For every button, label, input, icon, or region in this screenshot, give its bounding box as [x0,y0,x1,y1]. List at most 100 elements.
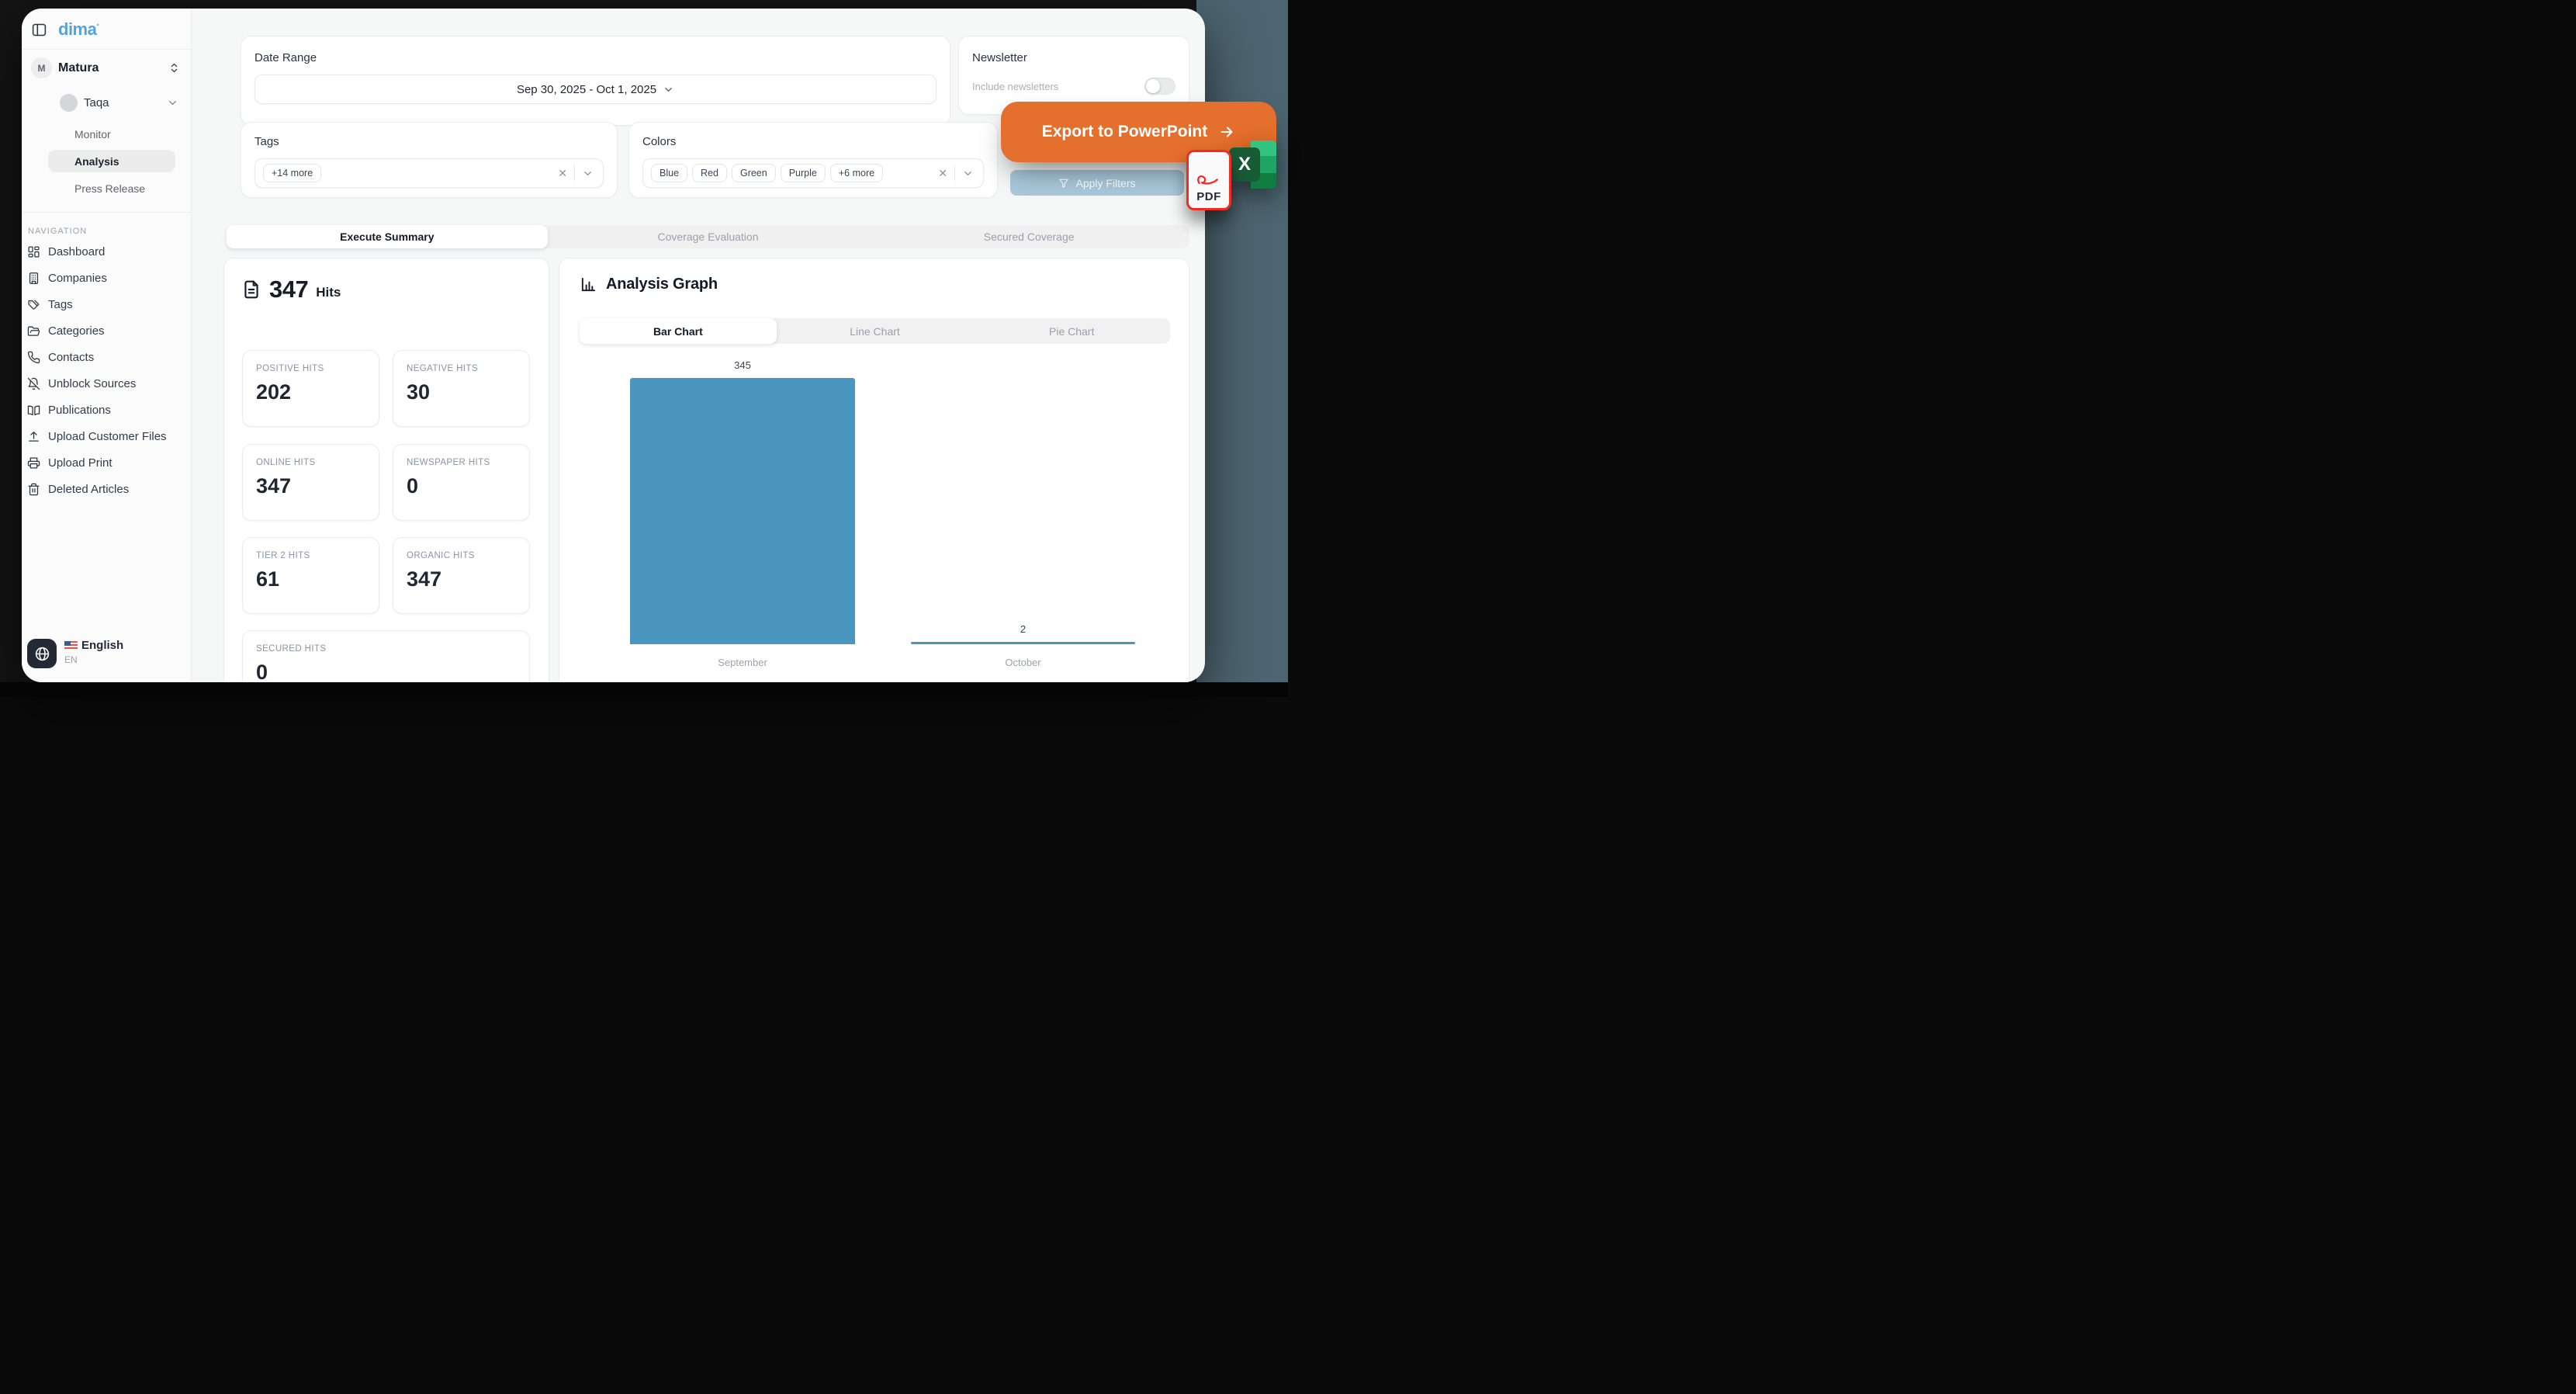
project-avatar [60,94,78,112]
date-range-card: Date Range Sep 30, 2025 - Oct 1, 2025 [241,36,950,126]
x-axis-label-september: September [718,657,767,668]
tags-label: Tags [254,135,279,148]
chevron-down-icon[interactable] [955,168,975,179]
colors-filter-card: Colors Blue Red Green Purple +6 more ✕ [628,122,998,198]
select-divider [574,165,575,181]
sidebar-item-companies[interactable]: Companies [27,272,186,285]
bell-off-icon [27,377,40,390]
sidebar-item-deleted-articles[interactable]: Deleted Articles [27,483,186,496]
stat-value: 30 [407,380,431,404]
stat-value: 0 [256,661,268,682]
color-chip: Purple [780,164,826,182]
nav-label: Dashboard [48,245,106,258]
clear-icon[interactable]: ✕ [558,166,567,179]
section-tabs: Execute Summary Coverage Evaluation Secu… [227,225,1189,248]
select-divider [954,165,955,181]
bar-value-october: 2 [1020,623,1027,635]
trash-icon [27,483,40,496]
sidebar-toggle-icon[interactable] [31,22,47,38]
nav-label: Deleted Articles [48,483,130,496]
toggle-knob [1146,79,1160,93]
folder-open-icon [27,324,40,338]
book-open-icon [27,404,40,417]
bar-chart-icon [580,276,597,293]
workspace-name: Matura [58,61,99,75]
arrow-right-icon [1218,123,1235,140]
language-switcher[interactable]: English EN [22,631,191,682]
colors-label: Colors [642,135,677,148]
clear-icon[interactable]: ✕ [938,166,947,179]
analysis-graph-panel: Analysis Graph Bar Chart Line Chart Pie … [559,258,1189,682]
pdf-file-icon[interactable]: PDF [1186,150,1231,210]
nav-label: Companies [48,272,107,285]
sidebar-item-tags[interactable]: Tags [27,298,186,311]
chevron-down-icon[interactable] [575,168,595,179]
workspace-switcher[interactable]: M Matura [28,57,185,78]
tab-execute-summary[interactable]: Execute Summary [227,225,548,248]
graph-title: Analysis Graph [606,276,718,293]
logo-mark: ° [96,22,99,30]
hits-panel: 347 Hits POSITIVE HITS 202 NEGATIVE HITS… [223,258,549,682]
tab-secured-coverage[interactable]: Secured Coverage [983,231,1075,243]
project-name: Taqa [84,96,109,109]
sidebar-header: dima° [22,9,191,50]
sidebar-item-publications[interactable]: Publications [27,404,186,417]
sidebar-item-press-release[interactable]: Press Release [74,182,146,195]
tab-line-chart[interactable]: Line Chart [850,324,900,338]
chevrons-up-down-icon[interactable] [168,62,185,74]
language-code: EN [64,654,78,665]
stat-card-negative-hits: NEGATIVE HITS 30 [393,350,530,427]
stat-label: NEWSPAPER HITS [407,458,490,467]
project-switcher[interactable]: Taqa [28,94,185,112]
tags-select[interactable]: +14 more ✕ [254,158,604,188]
stat-value: 202 [256,380,292,404]
sidebar-item-unblock-sources[interactable]: Unblock Sources [27,377,186,390]
sidebar: dima° M Matura Taqa [22,9,192,682]
tags-more-chip: +14 more [263,164,322,182]
stat-label: SECURED HITS [256,644,327,654]
stat-card-tier2-hits: TIER 2 HITS 61 [242,537,379,614]
us-flag-icon [64,640,78,650]
nav-label: Upload Customer Files [48,430,167,443]
color-chip: Blue [651,164,688,182]
workspace-section: M Matura Taqa Monitor Analysis Pr [22,50,191,212]
chevron-down-icon[interactable] [167,97,185,109]
sidebar-item-dashboard[interactable]: Dashboard [27,245,186,258]
stat-card-online-hits: ONLINE HITS 347 [242,444,379,521]
tab-pie-chart[interactable]: Pie Chart [1049,324,1095,338]
colors-select[interactable]: Blue Red Green Purple +6 more ✕ [642,158,984,188]
pdf-label: PDF [1196,190,1221,203]
newsletter-description: Include newsletters [972,80,1059,92]
sidebar-item-contacts[interactable]: Contacts [27,351,186,364]
excel-file-icon[interactable]: X [1229,140,1276,189]
color-chip: Red [692,164,727,182]
acrobat-mark [1197,175,1218,185]
newsletter-toggle[interactable] [1144,78,1175,95]
tab-coverage-evaluation[interactable]: Coverage Evaluation [657,231,759,243]
sidebar-item-upload-print[interactable]: Upload Print [27,456,186,470]
sidebar-item-upload-customer-files[interactable]: Upload Customer Files [27,430,186,443]
sidebar-item-monitor[interactable]: Monitor [74,127,111,140]
color-chip: Green [731,164,776,182]
phone-icon [27,351,40,364]
date-range-select[interactable]: Sep 30, 2025 - Oct 1, 2025 [254,75,937,104]
desktop-backdrop: dima° M Matura Taqa [0,0,1288,697]
hits-unit: Hits [316,284,341,300]
tab-bar-chart[interactable]: Bar Chart [580,318,777,344]
language-label: English [81,639,124,652]
stat-value: 347 [407,567,442,591]
nav-label: Tags [48,298,73,311]
bar-october [911,642,1135,644]
date-range-value: Sep 30, 2025 - Oct 1, 2025 [516,82,657,96]
sidebar-item-analysis[interactable]: Analysis [48,150,175,172]
app-logo[interactable]: dima° [58,19,99,39]
bar-value-september: 345 [734,359,751,371]
sidebar-item-categories[interactable]: Categories [27,324,186,338]
project-submenu: Monitor Analysis Press Release [28,123,185,199]
excel-x-letter: X [1229,147,1260,182]
colors-more-chip: +6 more [829,164,884,182]
apply-filters-button[interactable]: Apply Filters [1010,170,1184,196]
tags-icon [27,298,40,311]
layout-dashboard-icon [27,245,40,258]
nav-label: Publications [48,404,111,417]
